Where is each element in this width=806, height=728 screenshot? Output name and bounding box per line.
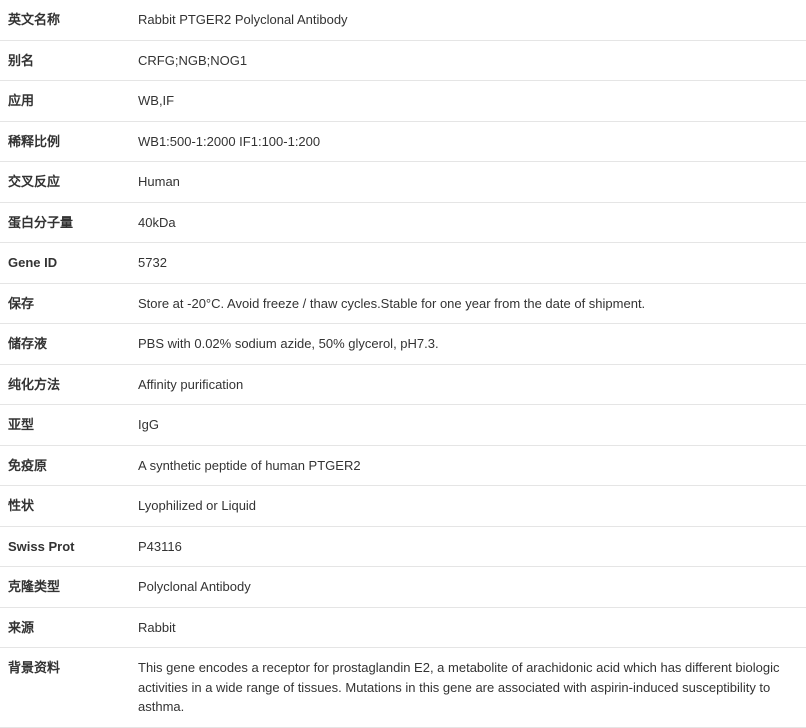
table-row: 免疫原 A synthetic peptide of human PTGER2: [0, 445, 806, 486]
table-row: 性状 Lyophilized or Liquid: [0, 486, 806, 527]
spec-label: 免疫原: [0, 445, 130, 486]
table-row: 英文名称 Rabbit PTGER2 Polyclonal Antibody: [0, 0, 806, 40]
table-row: 纯化方法 Affinity purification: [0, 364, 806, 405]
spec-label: 稀释比例: [0, 121, 130, 162]
table-row: 稀释比例 WB1:500-1:2000 IF1:100-1:200: [0, 121, 806, 162]
spec-value: Lyophilized or Liquid: [130, 486, 806, 527]
spec-label: 保存: [0, 283, 130, 324]
table-row: 蛋白分子量 40kDa: [0, 202, 806, 243]
spec-label: 背景资料: [0, 648, 130, 728]
spec-label: 克隆类型: [0, 567, 130, 608]
spec-value: 40kDa: [130, 202, 806, 243]
spec-label: 别名: [0, 40, 130, 81]
spec-value: Human: [130, 162, 806, 203]
spec-value: WB1:500-1:2000 IF1:100-1:200: [130, 121, 806, 162]
spec-value: Rabbit PTGER2 Polyclonal Antibody: [130, 0, 806, 40]
table-row: 克隆类型 Polyclonal Antibody: [0, 567, 806, 608]
table-row: 储存液 PBS with 0.02% sodium azide, 50% gly…: [0, 324, 806, 365]
spec-value: IgG: [130, 405, 806, 446]
spec-value: A synthetic peptide of human PTGER2: [130, 445, 806, 486]
spec-value: Polyclonal Antibody: [130, 567, 806, 608]
spec-value: 5732: [130, 243, 806, 284]
spec-value: Rabbit: [130, 607, 806, 648]
table-row: 应用 WB,IF: [0, 81, 806, 122]
spec-label: 交叉反应: [0, 162, 130, 203]
spec-label: 英文名称: [0, 0, 130, 40]
table-row: 保存 Store at -20°C. Avoid freeze / thaw c…: [0, 283, 806, 324]
spec-label: 来源: [0, 607, 130, 648]
spec-value: PBS with 0.02% sodium azide, 50% glycero…: [130, 324, 806, 365]
spec-label: 亚型: [0, 405, 130, 446]
spec-table-body: 英文名称 Rabbit PTGER2 Polyclonal Antibody 别…: [0, 0, 806, 727]
table-row: Gene ID 5732: [0, 243, 806, 284]
spec-label: 纯化方法: [0, 364, 130, 405]
spec-value: This gene encodes a receptor for prostag…: [130, 648, 806, 728]
spec-label: 应用: [0, 81, 130, 122]
spec-label: 性状: [0, 486, 130, 527]
spec-value: Store at -20°C. Avoid freeze / thaw cycl…: [130, 283, 806, 324]
table-row: 别名 CRFG;NGB;NOG1: [0, 40, 806, 81]
spec-label: Gene ID: [0, 243, 130, 284]
spec-value: CRFG;NGB;NOG1: [130, 40, 806, 81]
table-row: 交叉反应 Human: [0, 162, 806, 203]
product-spec-table: 英文名称 Rabbit PTGER2 Polyclonal Antibody 别…: [0, 0, 806, 728]
spec-label: 蛋白分子量: [0, 202, 130, 243]
spec-value: WB,IF: [130, 81, 806, 122]
table-row: 亚型 IgG: [0, 405, 806, 446]
table-row: Swiss Prot P43116: [0, 526, 806, 567]
spec-value: Affinity purification: [130, 364, 806, 405]
table-row: 背景资料 This gene encodes a receptor for pr…: [0, 648, 806, 728]
table-row: 来源 Rabbit: [0, 607, 806, 648]
spec-value: P43116: [130, 526, 806, 567]
spec-label: 储存液: [0, 324, 130, 365]
spec-label: Swiss Prot: [0, 526, 130, 567]
